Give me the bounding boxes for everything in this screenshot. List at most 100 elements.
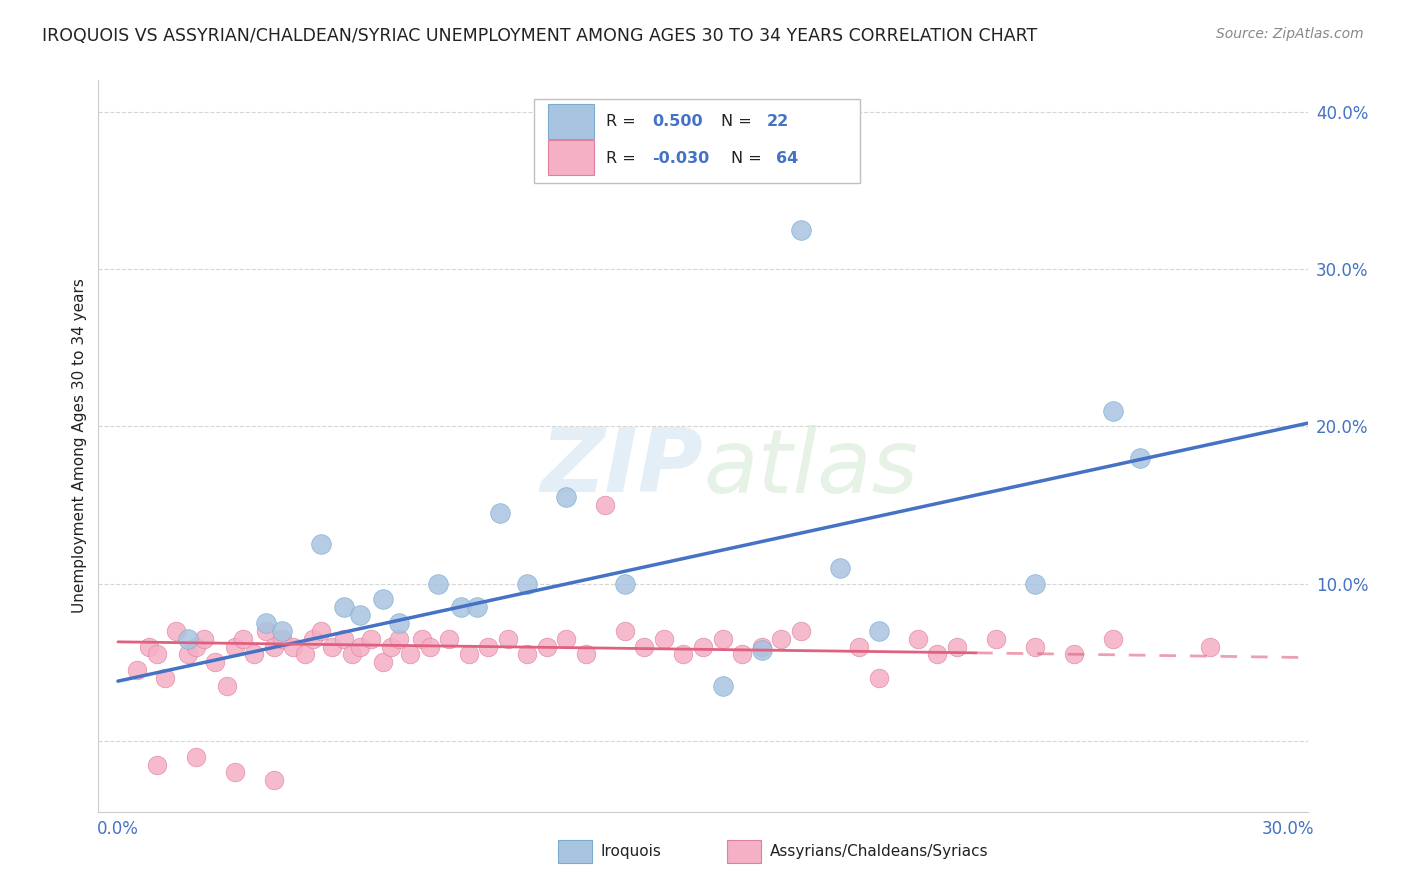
Text: 0.500: 0.500 xyxy=(652,114,703,129)
Point xyxy=(907,632,929,646)
Text: N =: N = xyxy=(721,114,756,129)
Point xyxy=(555,490,578,504)
Point xyxy=(165,624,187,638)
Point xyxy=(373,655,395,669)
Point xyxy=(294,648,316,662)
Point xyxy=(458,648,481,662)
Point xyxy=(340,648,363,662)
Point xyxy=(465,600,488,615)
Text: ZIP: ZIP xyxy=(540,425,703,511)
Point xyxy=(349,608,371,623)
Point xyxy=(263,773,285,788)
Point xyxy=(127,663,149,677)
Point xyxy=(224,765,246,780)
Point xyxy=(595,498,617,512)
Point xyxy=(692,640,714,654)
Point xyxy=(711,679,734,693)
Point xyxy=(263,640,285,654)
Point xyxy=(399,648,422,662)
Point xyxy=(426,576,449,591)
Point xyxy=(380,640,402,654)
Point xyxy=(652,632,675,646)
FancyBboxPatch shape xyxy=(548,103,595,139)
Point xyxy=(672,648,695,662)
Point xyxy=(1063,648,1085,662)
Point xyxy=(270,632,292,646)
Point xyxy=(711,632,734,646)
Point xyxy=(868,624,890,638)
Text: Source: ZipAtlas.com: Source: ZipAtlas.com xyxy=(1216,27,1364,41)
Point xyxy=(450,600,472,615)
Point xyxy=(1024,640,1046,654)
Point xyxy=(309,624,332,638)
Point xyxy=(193,632,215,646)
Point xyxy=(232,632,254,646)
Point xyxy=(984,632,1007,646)
FancyBboxPatch shape xyxy=(534,99,860,183)
Point xyxy=(138,640,160,654)
Point xyxy=(184,749,207,764)
Point xyxy=(321,640,343,654)
Text: -0.030: -0.030 xyxy=(652,151,710,166)
Point xyxy=(789,624,811,638)
Point xyxy=(388,615,411,630)
Text: R =: R = xyxy=(606,114,641,129)
Point xyxy=(349,640,371,654)
Point xyxy=(217,679,239,693)
Point xyxy=(411,632,433,646)
Text: Iroquois: Iroquois xyxy=(600,844,661,859)
Point xyxy=(204,655,226,669)
Point xyxy=(633,640,655,654)
Point xyxy=(945,640,967,654)
FancyBboxPatch shape xyxy=(727,839,761,863)
Point xyxy=(270,624,292,638)
Point xyxy=(477,640,499,654)
Point xyxy=(925,648,948,662)
Point xyxy=(751,640,773,654)
Point xyxy=(1129,450,1152,465)
Point xyxy=(516,648,538,662)
Text: 64: 64 xyxy=(776,151,797,166)
Point xyxy=(516,576,538,591)
Y-axis label: Unemployment Among Ages 30 to 34 years: Unemployment Among Ages 30 to 34 years xyxy=(72,278,87,614)
Point xyxy=(751,642,773,657)
Point xyxy=(769,632,792,646)
FancyBboxPatch shape xyxy=(548,140,595,176)
Text: R =: R = xyxy=(606,151,641,166)
Point xyxy=(309,537,332,551)
Point xyxy=(731,648,754,662)
Point xyxy=(555,632,578,646)
Point xyxy=(575,648,598,662)
Text: Assyrians/Chaldeans/Syriacs: Assyrians/Chaldeans/Syriacs xyxy=(769,844,988,859)
Point xyxy=(536,640,558,654)
Text: atlas: atlas xyxy=(703,425,918,511)
Point xyxy=(439,632,461,646)
Point xyxy=(1024,576,1046,591)
Point xyxy=(868,671,890,685)
Point xyxy=(146,648,169,662)
Point xyxy=(333,632,356,646)
Point xyxy=(146,757,169,772)
Text: 22: 22 xyxy=(768,114,789,129)
Point xyxy=(224,640,246,654)
Point xyxy=(177,648,200,662)
Point xyxy=(419,640,441,654)
Point xyxy=(388,632,411,646)
Point xyxy=(302,632,325,646)
FancyBboxPatch shape xyxy=(558,839,592,863)
Point xyxy=(1199,640,1222,654)
Point xyxy=(254,624,277,638)
Point xyxy=(828,561,851,575)
Point xyxy=(848,640,870,654)
Point xyxy=(1101,403,1123,417)
Point xyxy=(177,632,200,646)
Point xyxy=(360,632,382,646)
Point xyxy=(243,648,266,662)
Point xyxy=(333,600,356,615)
Point xyxy=(1101,632,1123,646)
Point xyxy=(153,671,176,685)
Point xyxy=(496,632,519,646)
Point xyxy=(373,592,395,607)
Point xyxy=(789,223,811,237)
Point xyxy=(614,576,637,591)
